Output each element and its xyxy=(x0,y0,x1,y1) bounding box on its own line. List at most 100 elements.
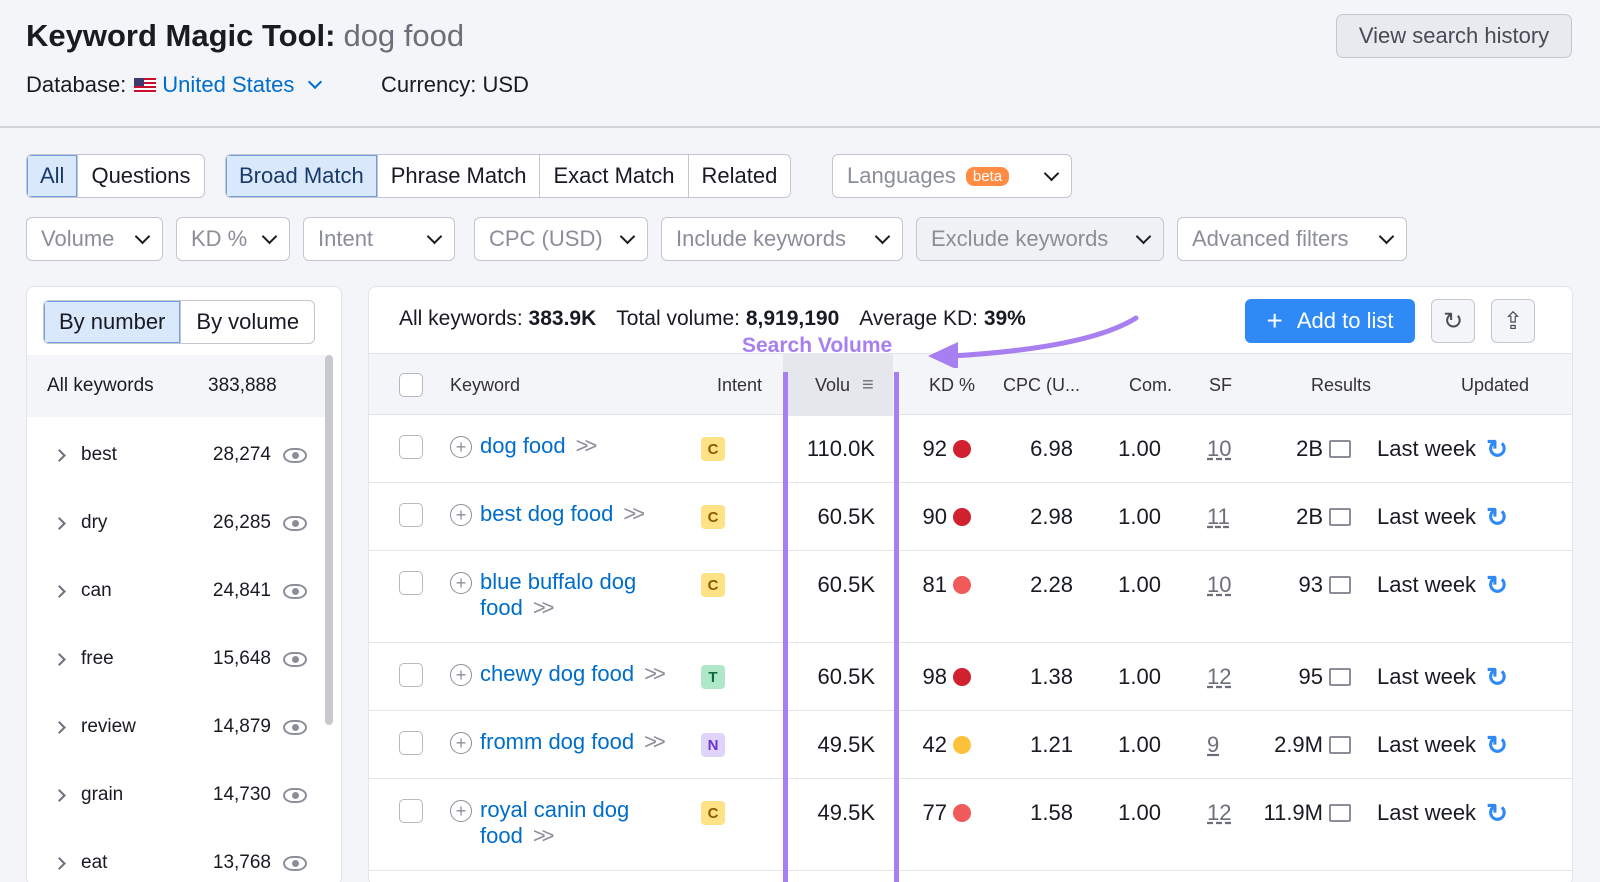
group-row[interactable]: best 28,274 xyxy=(27,421,325,489)
table-row[interactable]: + royal canin dog food >> C 49.5K 77 1.58 1.00 12… xyxy=(369,779,1572,871)
by-number-button[interactable]: By number xyxy=(44,301,182,343)
update-icon[interactable]: ↻ xyxy=(1486,433,1508,464)
double-chevron-icon[interactable]: >> xyxy=(623,501,645,526)
double-chevron-icon[interactable]: >> xyxy=(532,823,555,848)
group-row[interactable]: grain 14,730 xyxy=(27,761,325,829)
row-checkbox[interactable] xyxy=(399,571,423,595)
table-row[interactable]: + chewy dog food >> T 60.5K 98 1.38 1.00 12 95 Las… xyxy=(369,643,1572,711)
sf-cell[interactable]: 9 xyxy=(1207,732,1220,757)
table-row[interactable]: + blue buffalo dog food >> C 60.5K 81 2.28 1.00 1… xyxy=(369,551,1572,643)
table-row[interactable]: + fromm dog food >> N 49.5K 42 1.21 1.00 9 2.9M La… xyxy=(369,711,1572,779)
double-chevron-icon[interactable]: >> xyxy=(644,729,666,754)
row-checkbox[interactable] xyxy=(399,731,423,755)
volume-filter[interactable]: Volume xyxy=(26,217,163,261)
col-intent[interactable]: Intent xyxy=(717,374,763,395)
sidebar-scrollbar[interactable] xyxy=(325,355,333,725)
keyword-text: chewy dog food xyxy=(480,661,635,686)
group-row[interactable]: can 24,841 xyxy=(27,557,325,625)
eye-icon[interactable] xyxy=(283,515,307,531)
add-to-list-button[interactable]: + Add to list xyxy=(1245,299,1415,343)
tab-all[interactable]: All xyxy=(27,155,79,197)
eye-icon[interactable] xyxy=(283,855,307,871)
group-row[interactable]: free 15,648 xyxy=(27,625,325,693)
update-icon[interactable]: ↻ xyxy=(1486,569,1508,600)
add-keyword-icon[interactable]: + xyxy=(450,732,472,754)
languages-dropdown[interactable]: Languages beta xyxy=(832,154,1072,198)
sf-cell[interactable]: 11 xyxy=(1207,504,1230,529)
tab-questions[interactable]: Questions xyxy=(91,163,191,188)
select-all-checkbox[interactable] xyxy=(399,373,423,397)
cpc-filter[interactable]: CPC (USD) xyxy=(474,217,648,261)
col-keyword[interactable]: Keyword xyxy=(450,374,521,395)
refresh-button[interactable]: ↻ xyxy=(1431,299,1475,343)
all-keywords-row[interactable]: All keywords 383,888 xyxy=(27,355,325,417)
update-icon[interactable]: ↻ xyxy=(1486,661,1508,692)
serp-icon[interactable] xyxy=(1329,508,1351,526)
col-volume[interactable]: Volu ≡ xyxy=(783,354,893,416)
group-row[interactable]: eat 13,768 xyxy=(27,829,325,882)
serp-icon[interactable] xyxy=(1329,668,1351,686)
by-volume-button[interactable]: By volume xyxy=(196,309,300,334)
tab-phrase-match[interactable]: Phrase Match xyxy=(378,155,541,197)
eye-icon[interactable] xyxy=(283,719,307,735)
table-row[interactable]: + dog food >> C 110.0K 92 6.98 1.00 10 2B Last wee… xyxy=(369,415,1572,483)
tab-related[interactable]: Related xyxy=(701,163,778,188)
double-chevron-icon[interactable]: >> xyxy=(532,595,555,620)
add-keyword-icon[interactable]: + xyxy=(450,504,472,526)
intent-filter[interactable]: Intent xyxy=(303,217,455,261)
add-keyword-icon[interactable]: + xyxy=(450,572,472,594)
intent-cell: C xyxy=(701,437,725,461)
eye-icon[interactable] xyxy=(283,447,307,463)
col-sf[interactable]: SF xyxy=(1209,374,1233,395)
double-chevron-icon[interactable]: >> xyxy=(575,433,598,458)
keyword-link[interactable]: blue buffalo dog food >> xyxy=(480,569,636,621)
eye-icon[interactable] xyxy=(283,583,307,599)
database-dropdown[interactable]: United States xyxy=(134,72,323,98)
col-results[interactable]: Results xyxy=(1311,374,1372,395)
sf-cell[interactable]: 12 xyxy=(1207,800,1232,825)
add-keyword-icon[interactable]: + xyxy=(450,436,472,458)
serp-icon[interactable] xyxy=(1329,576,1351,594)
serp-icon[interactable] xyxy=(1329,440,1351,458)
sf-cell[interactable]: 12 xyxy=(1207,664,1232,689)
keyword-link[interactable]: best dog food >> xyxy=(480,501,645,527)
row-checkbox-cell xyxy=(399,799,423,823)
keyword-link[interactable]: royal canin dog food >> xyxy=(480,797,629,849)
add-keyword-icon[interactable]: + xyxy=(450,800,472,822)
double-chevron-icon[interactable]: >> xyxy=(644,661,666,686)
keyword-link[interactable]: fromm dog food >> xyxy=(480,729,666,755)
col-updated[interactable]: Updated xyxy=(1461,374,1530,395)
col-kd[interactable]: KD % xyxy=(929,374,976,395)
view-search-history-button[interactable]: View search history xyxy=(1336,14,1572,58)
update-icon[interactable]: ↻ xyxy=(1486,501,1508,532)
keyword-link[interactable]: dog food >> xyxy=(480,433,598,459)
include-keywords-filter[interactable]: Include keywords xyxy=(661,217,903,261)
exclude-keywords-filter[interactable]: Exclude keywords xyxy=(916,217,1164,261)
eye-icon[interactable] xyxy=(283,787,307,803)
keyword-link[interactable]: chewy dog food >> xyxy=(480,661,666,687)
row-checkbox[interactable] xyxy=(399,799,423,823)
export-button[interactable]: ⇪ xyxy=(1491,299,1535,343)
results-cell: 2B xyxy=(1249,415,1351,483)
eye-icon[interactable] xyxy=(283,651,307,667)
kd-filter[interactable]: KD % xyxy=(176,217,290,261)
tab-exact-match[interactable]: Exact Match xyxy=(540,155,689,197)
row-checkbox[interactable] xyxy=(399,663,423,687)
serp-icon[interactable] xyxy=(1329,804,1351,822)
serp-icon[interactable] xyxy=(1329,736,1351,754)
sf-cell[interactable]: 10 xyxy=(1207,572,1232,597)
row-checkbox[interactable] xyxy=(399,435,423,459)
update-icon[interactable]: ↻ xyxy=(1486,729,1508,760)
sf-cell[interactable]: 10 xyxy=(1207,436,1232,461)
advanced-filters[interactable]: Advanced filters xyxy=(1177,217,1407,261)
tab-broad-match[interactable]: Broad Match xyxy=(226,155,378,197)
col-com[interactable]: Com. xyxy=(1129,374,1173,395)
table-row[interactable]: + best dog food >> C 60.5K 90 2.98 1.00 11 2B Last… xyxy=(369,483,1572,551)
row-checkbox[interactable] xyxy=(399,503,423,527)
col-cpc[interactable]: CPC (U... xyxy=(1003,374,1081,395)
add-keyword-icon[interactable]: + xyxy=(450,664,472,686)
group-row[interactable]: review 14,879 xyxy=(27,693,325,761)
update-icon[interactable]: ↻ xyxy=(1486,797,1508,828)
updated-value: Last week xyxy=(1377,504,1477,529)
group-row[interactable]: dry 26,285 xyxy=(27,489,325,557)
